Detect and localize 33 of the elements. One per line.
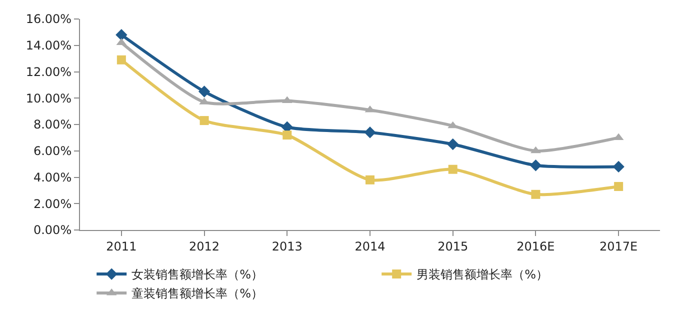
point [282, 130, 292, 140]
x-tick-label: 2011 [106, 239, 137, 254]
point [614, 182, 624, 191]
x-tick-label: 2013 [272, 239, 302, 254]
point [448, 164, 458, 174]
point [200, 116, 209, 126]
point [116, 28, 128, 41]
y-tick-label: 6.00% [33, 144, 72, 158]
y-tick-label: 14.00% [26, 38, 72, 53]
point [447, 138, 459, 150]
y-tick-label: 0.00% [33, 223, 72, 238]
x-tick-label: 2014 [354, 239, 386, 254]
legend-label: 男装销售额增长率（%） [416, 268, 548, 282]
point [531, 190, 540, 199]
x-tick-label: 2012 [189, 239, 220, 254]
point [116, 55, 126, 64]
point [530, 146, 541, 154]
y-tick-label: 8.00% [33, 118, 72, 132]
y-tick-label: 12.00% [26, 64, 72, 79]
point [198, 86, 210, 98]
legend-label: 女装销售额增长率（%） [132, 268, 264, 282]
point [612, 160, 624, 173]
x-tick-label: 2016E [516, 239, 555, 254]
y-tick-label: 4.00% [33, 170, 72, 184]
y-tick-label: 2.00% [33, 196, 72, 211]
point [530, 160, 542, 172]
x-tick-label: 2017E [600, 239, 638, 254]
legend-label: 童装销售额增长率（%） [132, 286, 264, 301]
y-tick-label: 16.00% [26, 12, 72, 26]
x-tick-label: 2015 [438, 239, 468, 254]
point [364, 126, 376, 138]
y-tick-label: 10.00% [26, 91, 72, 106]
point [366, 175, 374, 184]
